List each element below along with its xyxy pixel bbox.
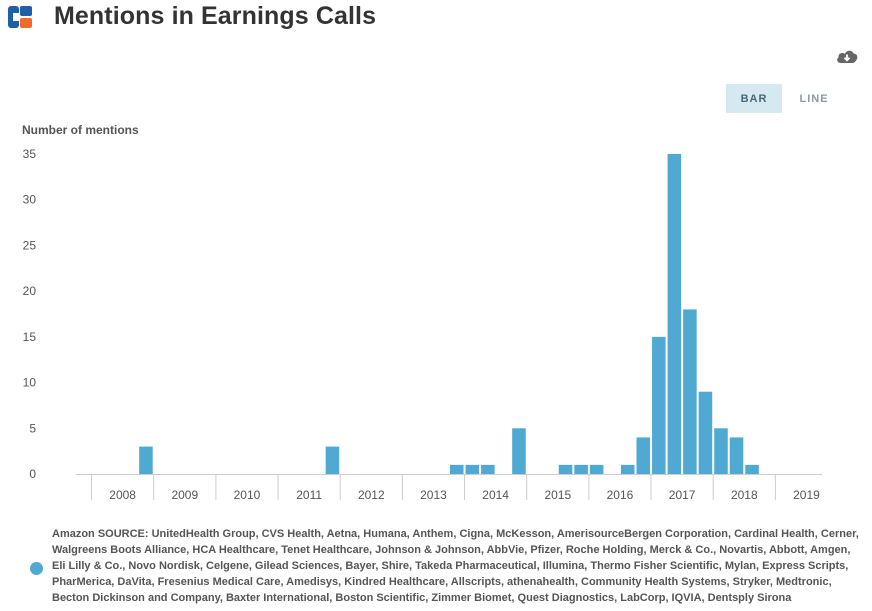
bar[interactable] <box>652 336 666 474</box>
bar[interactable] <box>620 464 635 474</box>
bar[interactable] <box>465 464 480 474</box>
bar[interactable] <box>667 154 682 474</box>
legend-text: Amazon SOURCE: UnitedHealth Group, CVS H… <box>52 528 859 604</box>
x-tick-label: 2016 <box>607 488 634 502</box>
bar[interactable] <box>729 437 744 474</box>
bar[interactable] <box>589 464 604 474</box>
cloud-download-icon[interactable] <box>835 46 859 66</box>
y-tick-label: 20 <box>23 284 37 298</box>
bar[interactable] <box>512 428 526 474</box>
y-tick-label: 25 <box>23 238 37 252</box>
y-tick-label: 0 <box>29 467 36 481</box>
y-tick-label: 5 <box>29 421 36 435</box>
x-tick-label: 2013 <box>420 488 447 502</box>
x-tick-label: 2017 <box>669 488 696 502</box>
bar[interactable] <box>574 464 588 474</box>
bar[interactable] <box>745 464 759 474</box>
y-axis-label: Number of mentions <box>22 123 139 137</box>
bar[interactable] <box>714 428 728 474</box>
x-tick-label: 2009 <box>171 488 198 502</box>
x-axis: 2008 2009 2010 2011 2012 2013 2014 2015 2016 2017… <box>76 474 822 502</box>
x-tick-label: 2011 <box>296 488 322 502</box>
bar[interactable] <box>450 464 464 474</box>
x-tick-label: 2019 <box>793 488 820 502</box>
y-axis-ticks: 0 5 10 15 20 25 30 35 <box>23 147 37 481</box>
bar-series <box>139 154 759 474</box>
line-toggle-button[interactable]: LINE <box>799 92 829 105</box>
x-tick-label: 2008 <box>109 488 136 502</box>
x-tick-label: 2014 <box>482 488 509 502</box>
x-tick-label: 2012 <box>358 488 385 502</box>
x-tick-label: 2010 <box>234 488 261 502</box>
bar[interactable] <box>481 464 495 474</box>
bar[interactable] <box>698 391 713 474</box>
bar[interactable] <box>139 446 153 474</box>
y-tick-label: 35 <box>23 147 37 161</box>
legend-swatch-amazon[interactable] <box>30 562 43 575</box>
x-tick-label: 2015 <box>544 488 571 502</box>
bar[interactable] <box>325 446 340 474</box>
bar[interactable] <box>558 464 573 474</box>
y-tick-label: 15 <box>23 330 37 344</box>
y-tick-label: 10 <box>23 376 37 390</box>
y-tick-label: 30 <box>23 193 37 207</box>
x-tick-label: 2018 <box>731 488 758 502</box>
bar-toggle-button[interactable]: BAR <box>726 84 782 113</box>
bar[interactable] <box>636 437 651 474</box>
page-title: Mentions in Earnings Calls <box>54 2 377 30</box>
brand-logo-icon <box>8 6 32 28</box>
bar[interactable] <box>683 309 697 474</box>
